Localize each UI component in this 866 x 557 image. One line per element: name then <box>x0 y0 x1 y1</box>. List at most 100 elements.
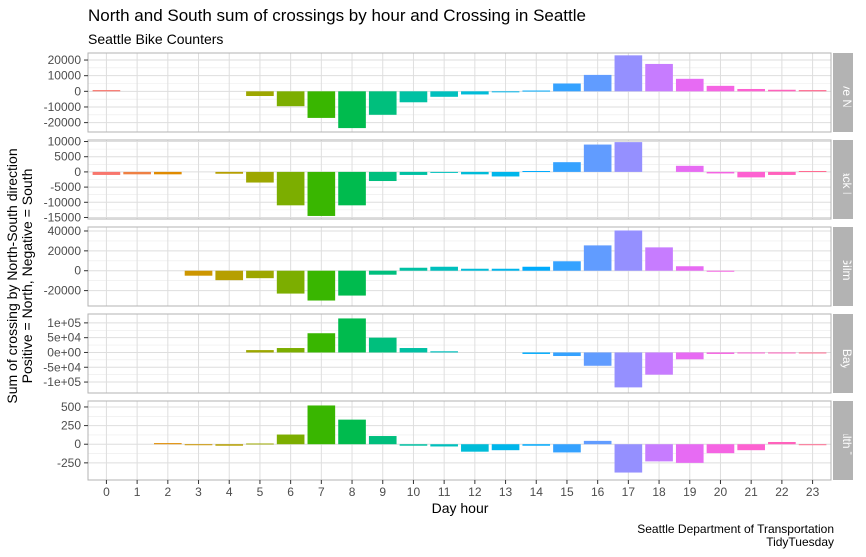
bar-hour-4 <box>215 171 244 174</box>
x-tick-label: 11 <box>438 485 451 499</box>
bar-hour-12 <box>461 268 489 271</box>
panel-border <box>87 400 832 481</box>
bar-hour-8 <box>338 419 366 445</box>
x-tick-label: 1 <box>134 485 141 499</box>
x-tick-label: 10 <box>407 485 421 499</box>
bar-hour-5 <box>246 350 274 353</box>
bar-hour-10 <box>399 444 428 446</box>
x-tick-label: 7 <box>318 485 325 499</box>
y-tick-label: 0 <box>74 264 81 278</box>
y-tick-label: 5e+04 <box>47 331 81 345</box>
bar-hour-0 <box>92 90 121 92</box>
bar-hour-20 <box>706 85 735 92</box>
bar-hour-17 <box>614 55 643 92</box>
x-tick-label: 5 <box>257 485 264 499</box>
bar-hour-8 <box>338 318 366 353</box>
x-tick-label: 19 <box>683 485 697 499</box>
bar-hour-14 <box>522 444 551 446</box>
bar-hour-6 <box>276 91 305 107</box>
bar-hour-15 <box>553 261 581 271</box>
bar-hour-23 <box>798 170 827 172</box>
bar-hour-19 <box>675 266 704 271</box>
bar-hour-19 <box>675 444 704 463</box>
bar-hour-21 <box>737 352 765 354</box>
bar-hour-4 <box>215 270 244 281</box>
bar-hour-15 <box>553 444 581 453</box>
bar-hour-18 <box>645 444 673 462</box>
bar-hour-21 <box>737 88 765 92</box>
bar-hour-21 <box>737 444 765 451</box>
bar-hour-13 <box>491 268 520 271</box>
panel-border <box>87 313 832 394</box>
bar-hour-4 <box>215 444 244 446</box>
panel-background <box>88 53 831 132</box>
bar-hour-11 <box>430 171 458 173</box>
bar-hour-16 <box>583 440 612 445</box>
bar-hour-7 <box>307 270 336 301</box>
bar-hour-13 <box>491 171 520 177</box>
facet-strip-label: Sealth Trail <box>840 414 854 474</box>
bar-hour-5 <box>246 270 274 279</box>
bar-hour-8 <box>338 91 366 129</box>
bar-hour-2 <box>154 443 182 445</box>
bar-hour-7 <box>307 171 336 216</box>
bar-hour-12 <box>461 444 489 452</box>
x-tick-label: 18 <box>652 485 666 499</box>
facet-strip-label: Burke Gilman Trail <box>840 221 854 320</box>
y-tick-label: -250 <box>57 456 81 470</box>
x-tick-label: 9 <box>379 485 386 499</box>
y-tick-label: 0 <box>74 437 81 451</box>
facet-strip <box>833 140 853 219</box>
x-tick-label: 8 <box>349 485 356 499</box>
bar-hour-2 <box>154 171 182 175</box>
bar-hour-13 <box>491 444 520 451</box>
bar-hour-6 <box>276 348 305 353</box>
bar-hour-18 <box>645 247 673 271</box>
x-tick-label: 15 <box>560 485 574 499</box>
bar-hour-9 <box>368 270 397 275</box>
bar-hour-11 <box>430 351 458 353</box>
chart-subtitle: Seattle Bike Counters <box>88 31 224 47</box>
y-tick-label: -5000 <box>50 180 81 194</box>
x-tick-label: 21 <box>744 485 758 499</box>
bar-hour-0 <box>92 171 121 175</box>
y-tick-label: 5000 <box>54 150 81 164</box>
bar-hour-11 <box>430 91 458 97</box>
y-tick-label: -5e+04 <box>43 360 81 374</box>
panel-border <box>87 226 832 307</box>
bar-hour-16 <box>583 245 612 271</box>
y-tick-label: -15000 <box>44 210 82 224</box>
bar-hour-20 <box>706 270 735 272</box>
facet-strip-label: Burke Gilman Trail / 39th Ave NE Greenwa… <box>840 0 854 253</box>
y-tick-label: 500 <box>61 400 81 414</box>
bar-hour-22 <box>768 352 796 354</box>
bar-hour-10 <box>399 267 428 271</box>
facet-strip-label: Elliot Bay Trail <box>840 319 854 395</box>
caption-tag: TidyTuesday <box>766 535 834 549</box>
bar-hour-15 <box>553 352 581 357</box>
facet-strip <box>833 227 853 306</box>
bar-hour-11 <box>430 444 458 447</box>
bar-hour-8 <box>338 171 366 206</box>
y-tick-label: 250 <box>61 419 81 433</box>
bar-hour-13 <box>491 91 520 93</box>
facet-panel: -250 0 250 500 Sealth Trail <box>57 400 854 481</box>
bar-hour-3 <box>184 270 213 276</box>
bar-hour-23 <box>798 444 827 446</box>
y-tick-label: 1e+05 <box>47 316 81 330</box>
bar-hour-23 <box>798 352 827 354</box>
x-tick-label: 17 <box>622 485 636 499</box>
bar-hour-10 <box>399 91 428 103</box>
facet-strip-label: Broadway Cycle Track North Of E Union St <box>840 69 854 298</box>
facet-strip <box>833 314 853 393</box>
bar-hour-18 <box>645 352 673 375</box>
x-tick-label: 22 <box>775 485 789 499</box>
caption: Seattle Department of Transportation Tid… <box>637 523 834 549</box>
bar-hour-9 <box>368 436 397 445</box>
x-tick-label: 14 <box>530 485 544 499</box>
bar-hour-19 <box>675 78 704 92</box>
bar-hour-5 <box>246 91 274 97</box>
